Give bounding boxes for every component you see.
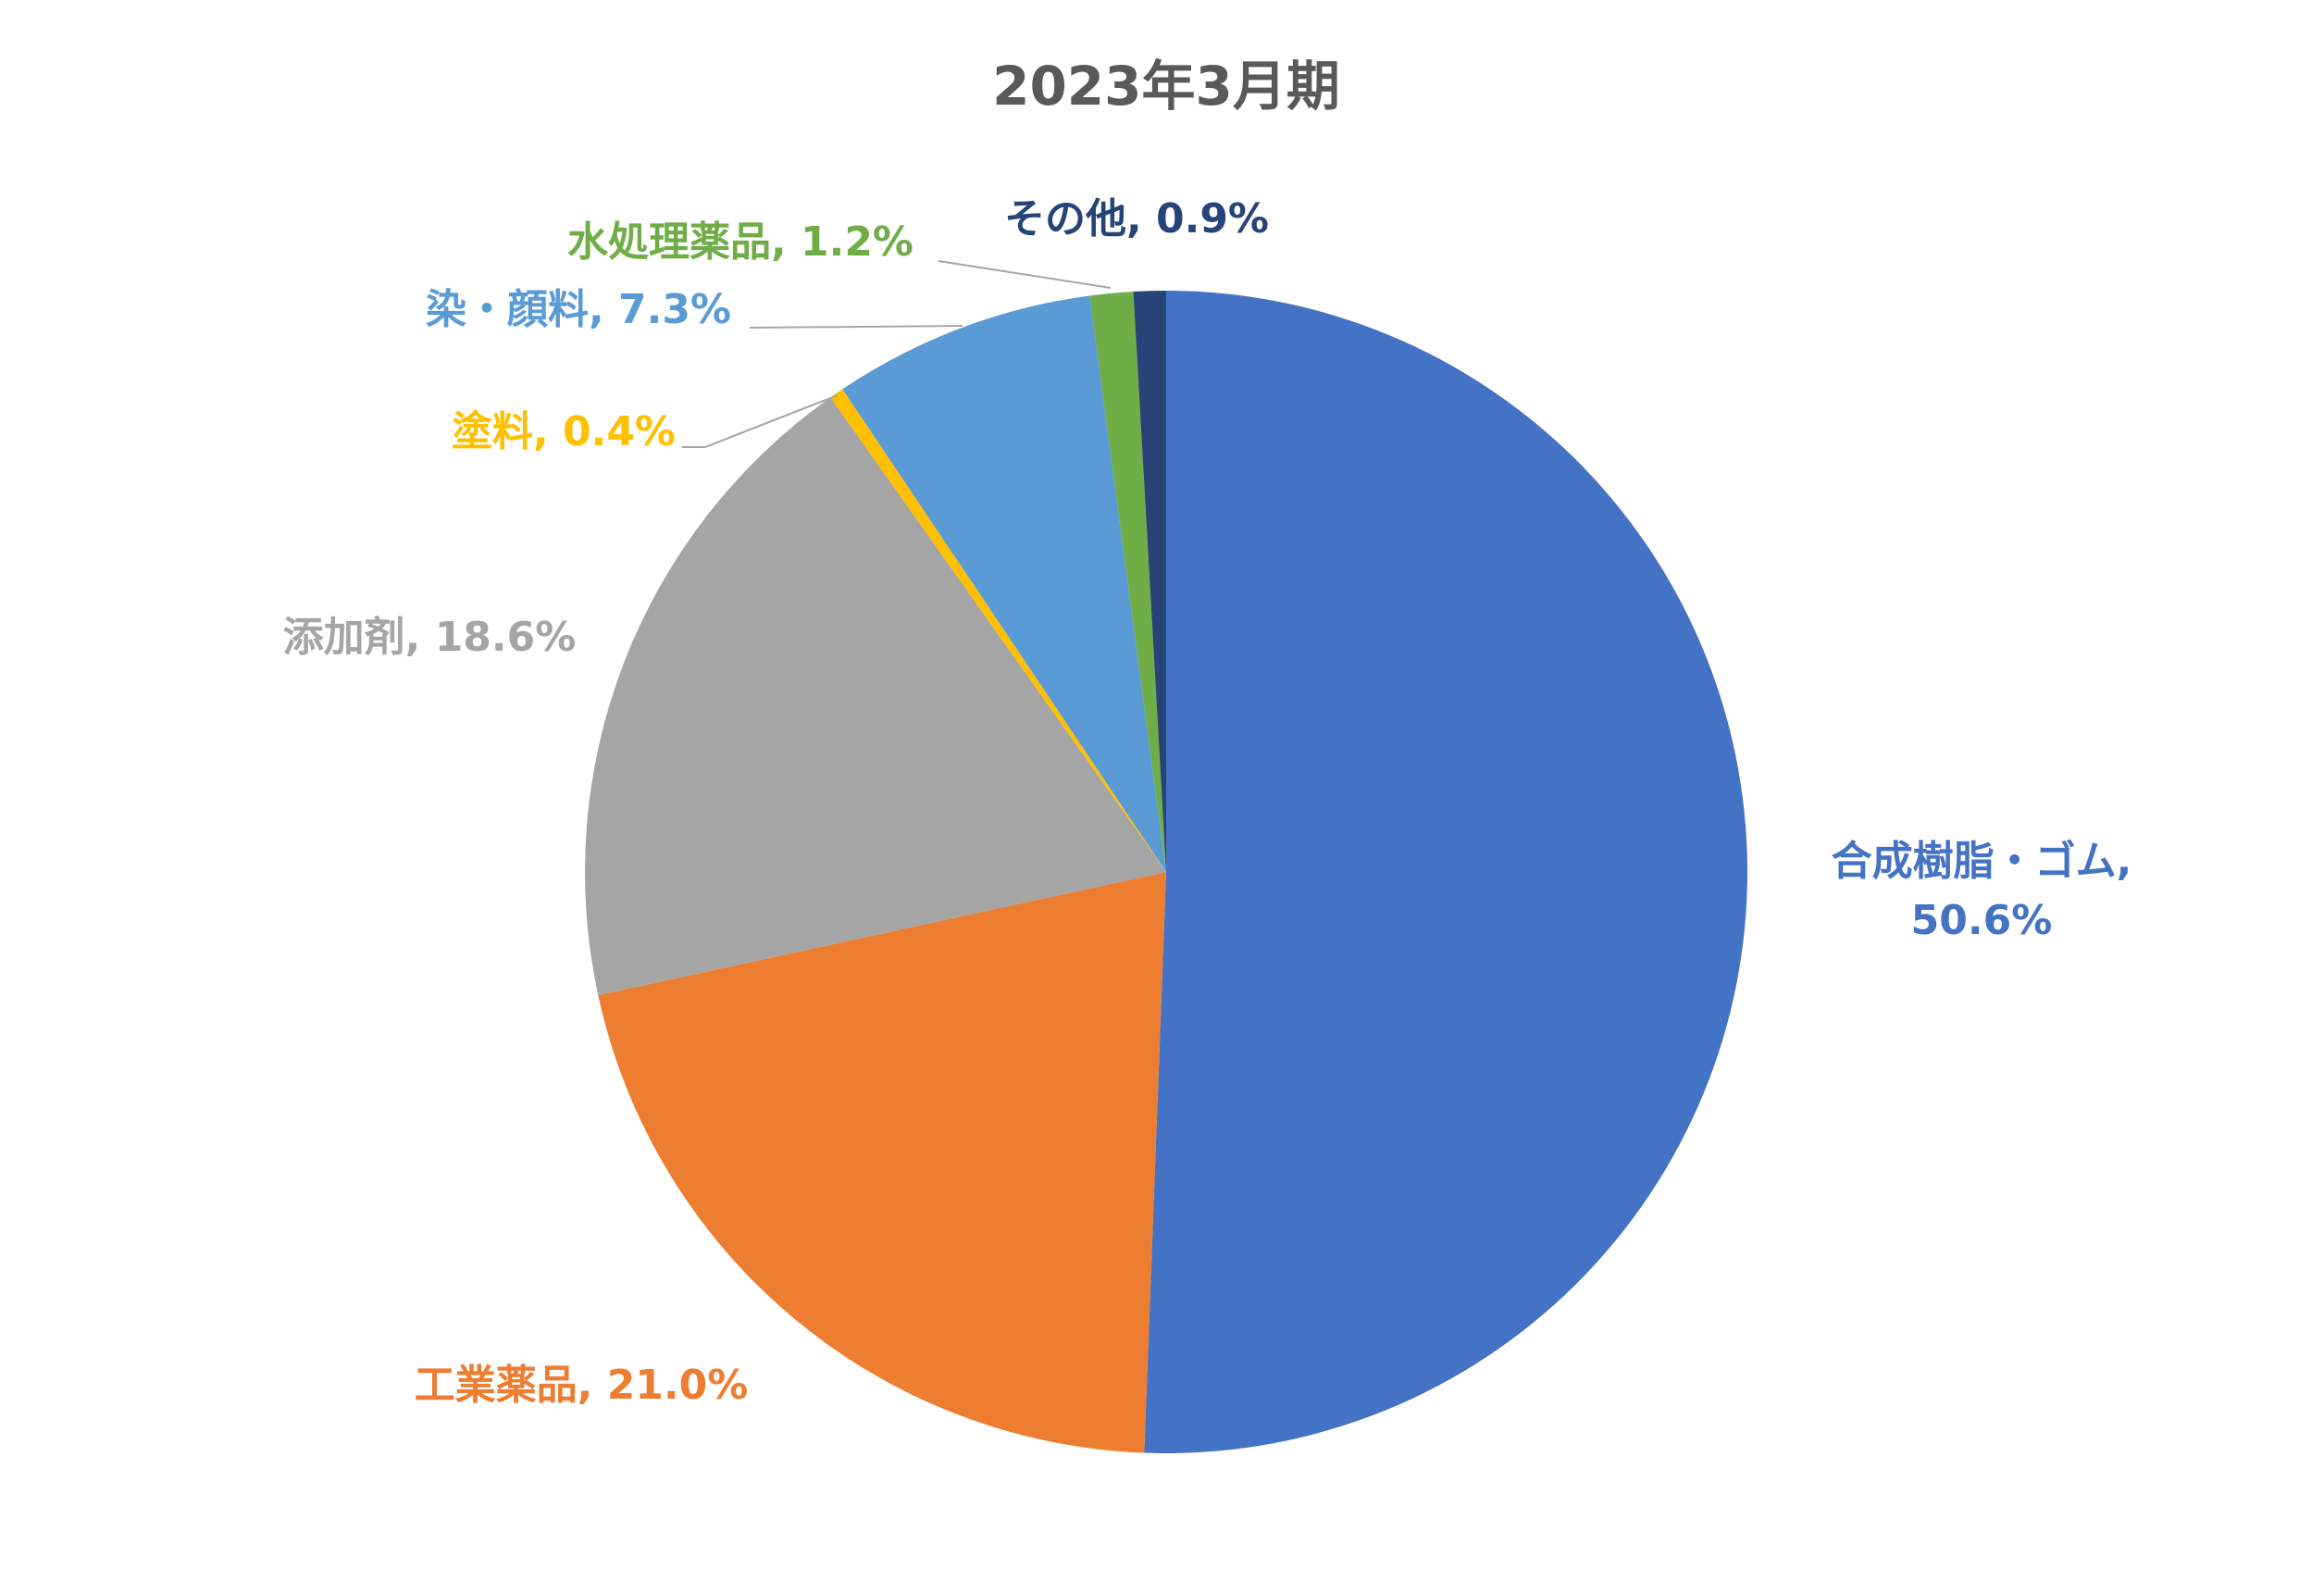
data-label: 塗料, 0.4% — [451, 408, 677, 456]
leader-line — [749, 325, 963, 329]
pie-slice — [1144, 291, 1747, 1453]
pie-slice — [1133, 291, 1166, 872]
data-label-box: 工業薬品, 21.0% — [414, 1362, 749, 1410]
data-label-box: 水処理薬品, 1.2% — [566, 218, 914, 267]
pie-slice — [598, 872, 1166, 1453]
data-label: 工業薬品, 21.0% — [414, 1362, 749, 1410]
data-label-box: 合成樹脂・ゴム, 50.6% — [1831, 838, 2132, 944]
pie-slice — [842, 295, 1166, 872]
pie-slice — [830, 389, 1166, 873]
data-label: 添加剤, 18.6% — [282, 614, 577, 662]
pie-slice — [1089, 292, 1166, 873]
data-label: その他, 0.9% — [1003, 195, 1270, 243]
data-label: 水処理薬品, 1.2% — [566, 218, 914, 267]
data-label-box: 添加剤, 18.6% — [282, 614, 577, 662]
data-label: 染・顔料, 7.3% — [425, 286, 732, 334]
leader-line — [682, 394, 839, 448]
data-label-box: 塗料, 0.4% — [451, 408, 677, 456]
data-label-box: その他, 0.9% — [1003, 195, 1270, 243]
chart-title: 2023年3月期 — [992, 55, 1340, 118]
pie-slice — [585, 397, 1166, 996]
data-label-box: 染・顔料, 7.3% — [425, 286, 732, 334]
data-label: 合成樹脂・ゴム, 50.6% — [1831, 838, 2132, 944]
leader-line — [938, 260, 1112, 289]
